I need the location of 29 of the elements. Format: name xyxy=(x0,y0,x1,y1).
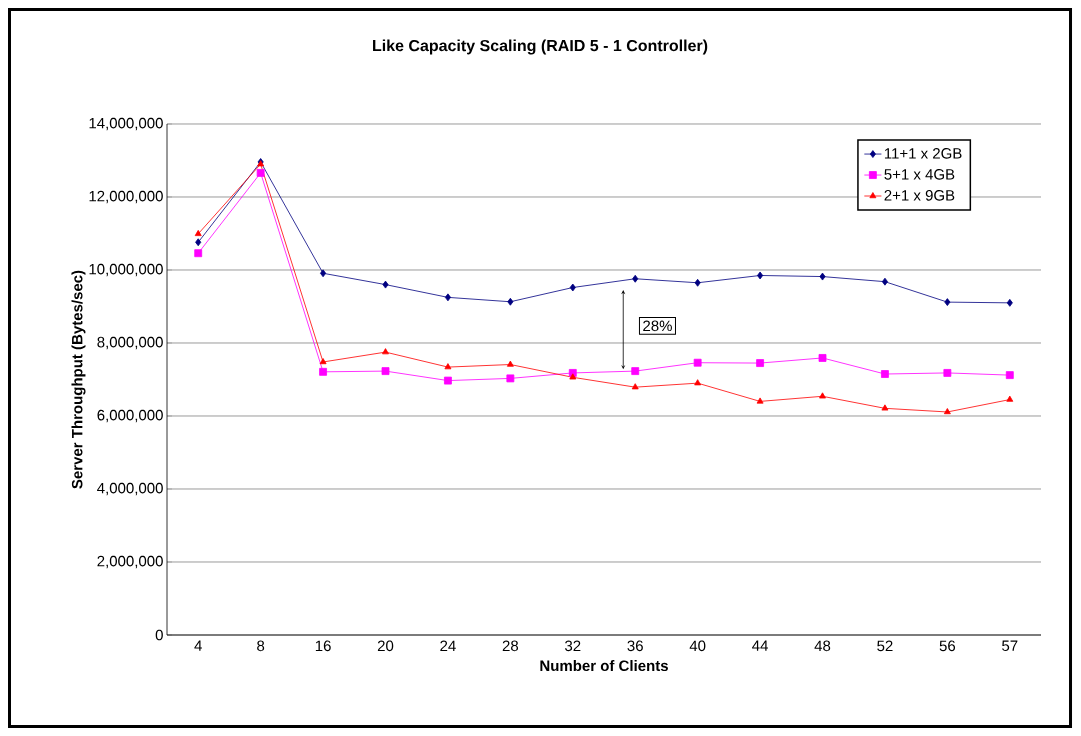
y-tick-label: 0 xyxy=(155,629,163,641)
legend-label: 5+1 x 4GB xyxy=(884,169,955,180)
x-tick-label: 4 xyxy=(194,640,202,651)
x-tick-label: 28 xyxy=(502,640,519,652)
x-tick-label: 40 xyxy=(689,640,706,652)
x-tick-label: 32 xyxy=(565,640,581,652)
x-tick-label: 24 xyxy=(440,640,456,652)
y-tick-label: 4,000,000 xyxy=(97,482,163,496)
annotation: 28% xyxy=(643,320,672,332)
x-tick-label: 52 xyxy=(877,640,893,652)
x-tick-label: 48 xyxy=(814,640,831,652)
chart-title: Like Capacity Scaling (RAID 5 - 1 Controller) xyxy=(373,39,708,55)
x-tick-label: 16 xyxy=(315,640,331,652)
y-tick-label: 14,000,000 xyxy=(89,117,163,131)
y-axis-title: Server Throughput (Bytes/sec) xyxy=(71,270,86,489)
x-tick-label: 57 xyxy=(1002,640,1018,651)
x-axis-title: Number of Clients xyxy=(540,660,668,672)
y-tick-label: 2,000,000 xyxy=(97,555,163,569)
x-tick-label: 56 xyxy=(939,640,956,652)
legend-label: 2+1 x 9GB xyxy=(884,190,955,201)
y-tick-label: 10,000,000 xyxy=(89,263,163,277)
y-tick-label: 6,000,000 xyxy=(97,409,163,423)
x-tick-label: 44 xyxy=(752,640,768,651)
y-tick-label: 12,000,000 xyxy=(89,190,163,204)
legend-label: 11+1 x 2GB xyxy=(884,148,962,159)
y-tick-label: 8,000,000 xyxy=(97,336,163,350)
x-tick-label: 36 xyxy=(627,640,643,652)
x-tick-label: 20 xyxy=(377,640,394,652)
x-tick-label: 8 xyxy=(257,640,265,652)
